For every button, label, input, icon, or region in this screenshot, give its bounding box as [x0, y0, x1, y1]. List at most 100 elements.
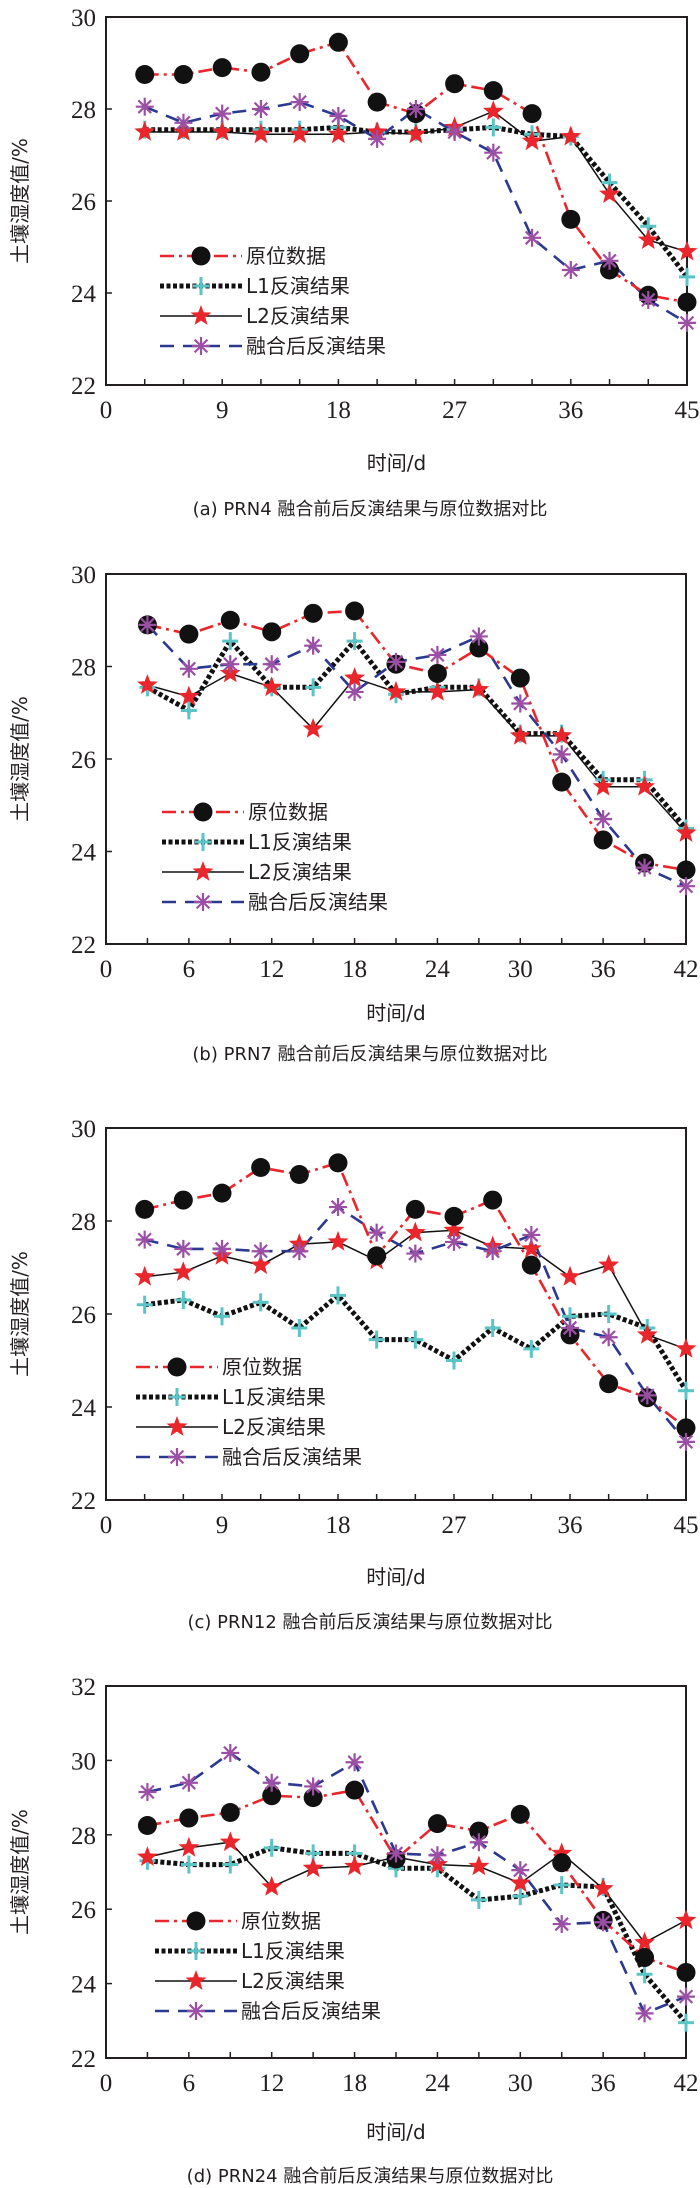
data-point-insitu — [367, 92, 387, 112]
data-point-fused — [138, 615, 157, 634]
data-point-insitu — [522, 104, 542, 124]
data-point-l2 — [675, 1909, 697, 1930]
legend-label-fused: 融合后反演结果 — [241, 1999, 381, 2023]
data-point-insitu — [405, 1199, 425, 1219]
series-markers-insitu — [135, 32, 697, 312]
data-point-fused — [483, 1242, 502, 1261]
x-tick-label: 0 — [100, 2070, 113, 2097]
data-point-insitu — [303, 1788, 323, 1808]
data-point-l1 — [679, 267, 695, 286]
data-point-fused — [179, 1773, 198, 1792]
series-markers-fused — [135, 1198, 695, 1451]
data-point-l2 — [137, 1846, 158, 1866]
x-tick-label: 0 — [100, 956, 113, 983]
asterisk-stroke — [176, 1241, 191, 1257]
legend-marker-l2 — [166, 1416, 188, 1436]
x-tick-label: 27 — [442, 1512, 467, 1539]
data-point-l1 — [446, 1351, 462, 1370]
data-point-l2 — [427, 680, 448, 701]
data-point-l2 — [599, 183, 620, 203]
series-markers-l2 — [134, 100, 698, 261]
chart-panel-b: 22 24 26 28 30 0 6 12 18 24 30 36 42 时间/d 土壤湿度值/% (b) P… — [8, 562, 699, 1065]
asterisk-stroke — [140, 617, 155, 633]
asterisk-stroke — [214, 1241, 230, 1257]
data-point-fused — [428, 1846, 447, 1865]
data-point-insitu — [345, 1780, 365, 1800]
asterisk-stroke — [471, 1835, 486, 1850]
x-axis-title: 时间/d — [366, 1565, 425, 1589]
data-point-fused — [262, 1773, 281, 1792]
data-point-fused — [345, 1753, 364, 1772]
data-point-fused — [511, 1861, 530, 1880]
data-point-fused — [138, 1783, 157, 1802]
data-point-insitu — [179, 624, 199, 644]
legend-marker-fused — [187, 2002, 205, 2020]
asterisk-stroke — [140, 1784, 155, 1800]
data-point-fused — [406, 1244, 425, 1263]
data-point-l2 — [559, 1265, 581, 1286]
asterisk-stroke — [292, 1244, 307, 1259]
data-point-insitu — [212, 1183, 232, 1203]
data-point-l2 — [261, 1875, 283, 1896]
data-point-fused — [594, 810, 613, 829]
data-point-fused — [552, 1915, 571, 1934]
chart-caption: (a) PRN4 融合前后反演结果与原位数据对比 — [193, 499, 548, 520]
asterisk-stroke — [264, 1775, 279, 1790]
asterisk-stroke — [253, 101, 269, 117]
legend-marker-l1 — [193, 277, 209, 295]
y-tick-label: 22 — [71, 2046, 96, 2073]
y-tick-label: 30 — [71, 1748, 96, 1775]
data-point-fused — [290, 93, 309, 112]
legend-label-l1: L1反演结果 — [248, 830, 352, 854]
data-point-l2 — [137, 674, 158, 694]
data-point-l1 — [678, 1381, 694, 1400]
x-tick-label: 6 — [183, 956, 196, 983]
legend-marker-fused — [192, 337, 210, 355]
asterisk-stroke — [347, 684, 362, 700]
asterisk-stroke — [408, 1246, 423, 1261]
data-point-insitu — [444, 1206, 464, 1226]
data-point-l2 — [520, 1237, 542, 1258]
data-point-fused — [635, 858, 654, 877]
data-point-l2 — [468, 1855, 490, 1876]
data-point-l2 — [521, 130, 543, 151]
asterisk-stroke — [137, 1232, 152, 1247]
data-point-l1 — [523, 1339, 540, 1358]
legend-label-insitu: 原位数据 — [241, 1909, 321, 1933]
data-point-l1 — [222, 632, 239, 651]
series-markers-insitu — [135, 1153, 696, 1438]
legend-label-l1: L1反演结果 — [241, 1939, 345, 1963]
data-point-fused — [179, 659, 198, 678]
legend-label-l1: L1反演结果 — [246, 274, 350, 298]
series-line-fused — [147, 1751, 687, 2016]
data-point-fused — [677, 1432, 695, 1451]
legend-marker-fused — [168, 1448, 186, 1466]
x-tick-label: 30 — [508, 956, 533, 983]
x-axis-title: 时间/d — [366, 2120, 425, 2144]
series-markers-insitu — [137, 601, 696, 880]
data-point-l1 — [222, 1855, 239, 1874]
data-point-insitu — [290, 44, 310, 64]
asterisk-stroke — [563, 262, 578, 278]
data-point-insitu — [173, 65, 193, 84]
data-point-fused — [445, 123, 464, 141]
data-point-l2 — [134, 1265, 156, 1286]
series-markers-l1 — [136, 1286, 694, 1400]
x-tick-label: 42 — [674, 956, 699, 983]
data-point-fused — [304, 1777, 323, 1796]
asterisk-stroke — [331, 108, 346, 124]
data-point-insitu — [220, 1802, 240, 1822]
data-point-fused — [561, 261, 580, 279]
asterisk-stroke — [176, 115, 191, 130]
legend-label-fused: 融合后反演结果 — [248, 890, 388, 914]
legend-marker-fused — [194, 893, 212, 911]
data-point-l2 — [178, 685, 200, 706]
data-point-insitu — [427, 663, 447, 683]
data-point-l2 — [250, 123, 272, 144]
asterisk-stroke — [679, 315, 695, 331]
series-line-l1 — [144, 1291, 689, 1393]
y-tick-label: 26 — [71, 1897, 96, 1924]
asterisk-stroke — [306, 638, 321, 653]
asterisk-stroke — [181, 661, 196, 676]
